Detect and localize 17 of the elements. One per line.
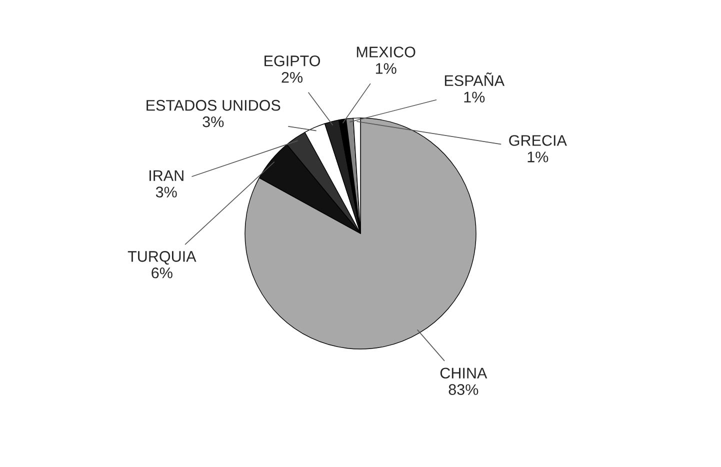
- data-label: 6%: [152, 267, 172, 278]
- slice-label: ESPAÑA: [444, 72, 505, 86]
- slice-label: ESTADOS UNIDOS: [146, 100, 280, 111]
- data-label: 2%: [282, 72, 303, 83]
- pie-slice: [244, 118, 476, 350]
- data-label: 1%: [528, 152, 548, 162]
- data-label: 1%: [464, 92, 485, 102]
- data-label: 3%: [156, 186, 177, 198]
- slice-label: CHINA: [440, 368, 488, 379]
- slice-label: MEXICO: [356, 46, 416, 58]
- slice-label: GRECIA: [509, 135, 567, 146]
- data-label: 1%: [376, 63, 396, 74]
- data-label: 3%: [202, 116, 224, 128]
- slice-label: TURQUIA: [128, 251, 196, 265]
- data-label: 83%: [448, 384, 478, 395]
- slice-label: EGIPTO: [264, 56, 320, 66]
- slice-label: IRAN: [150, 170, 184, 181]
